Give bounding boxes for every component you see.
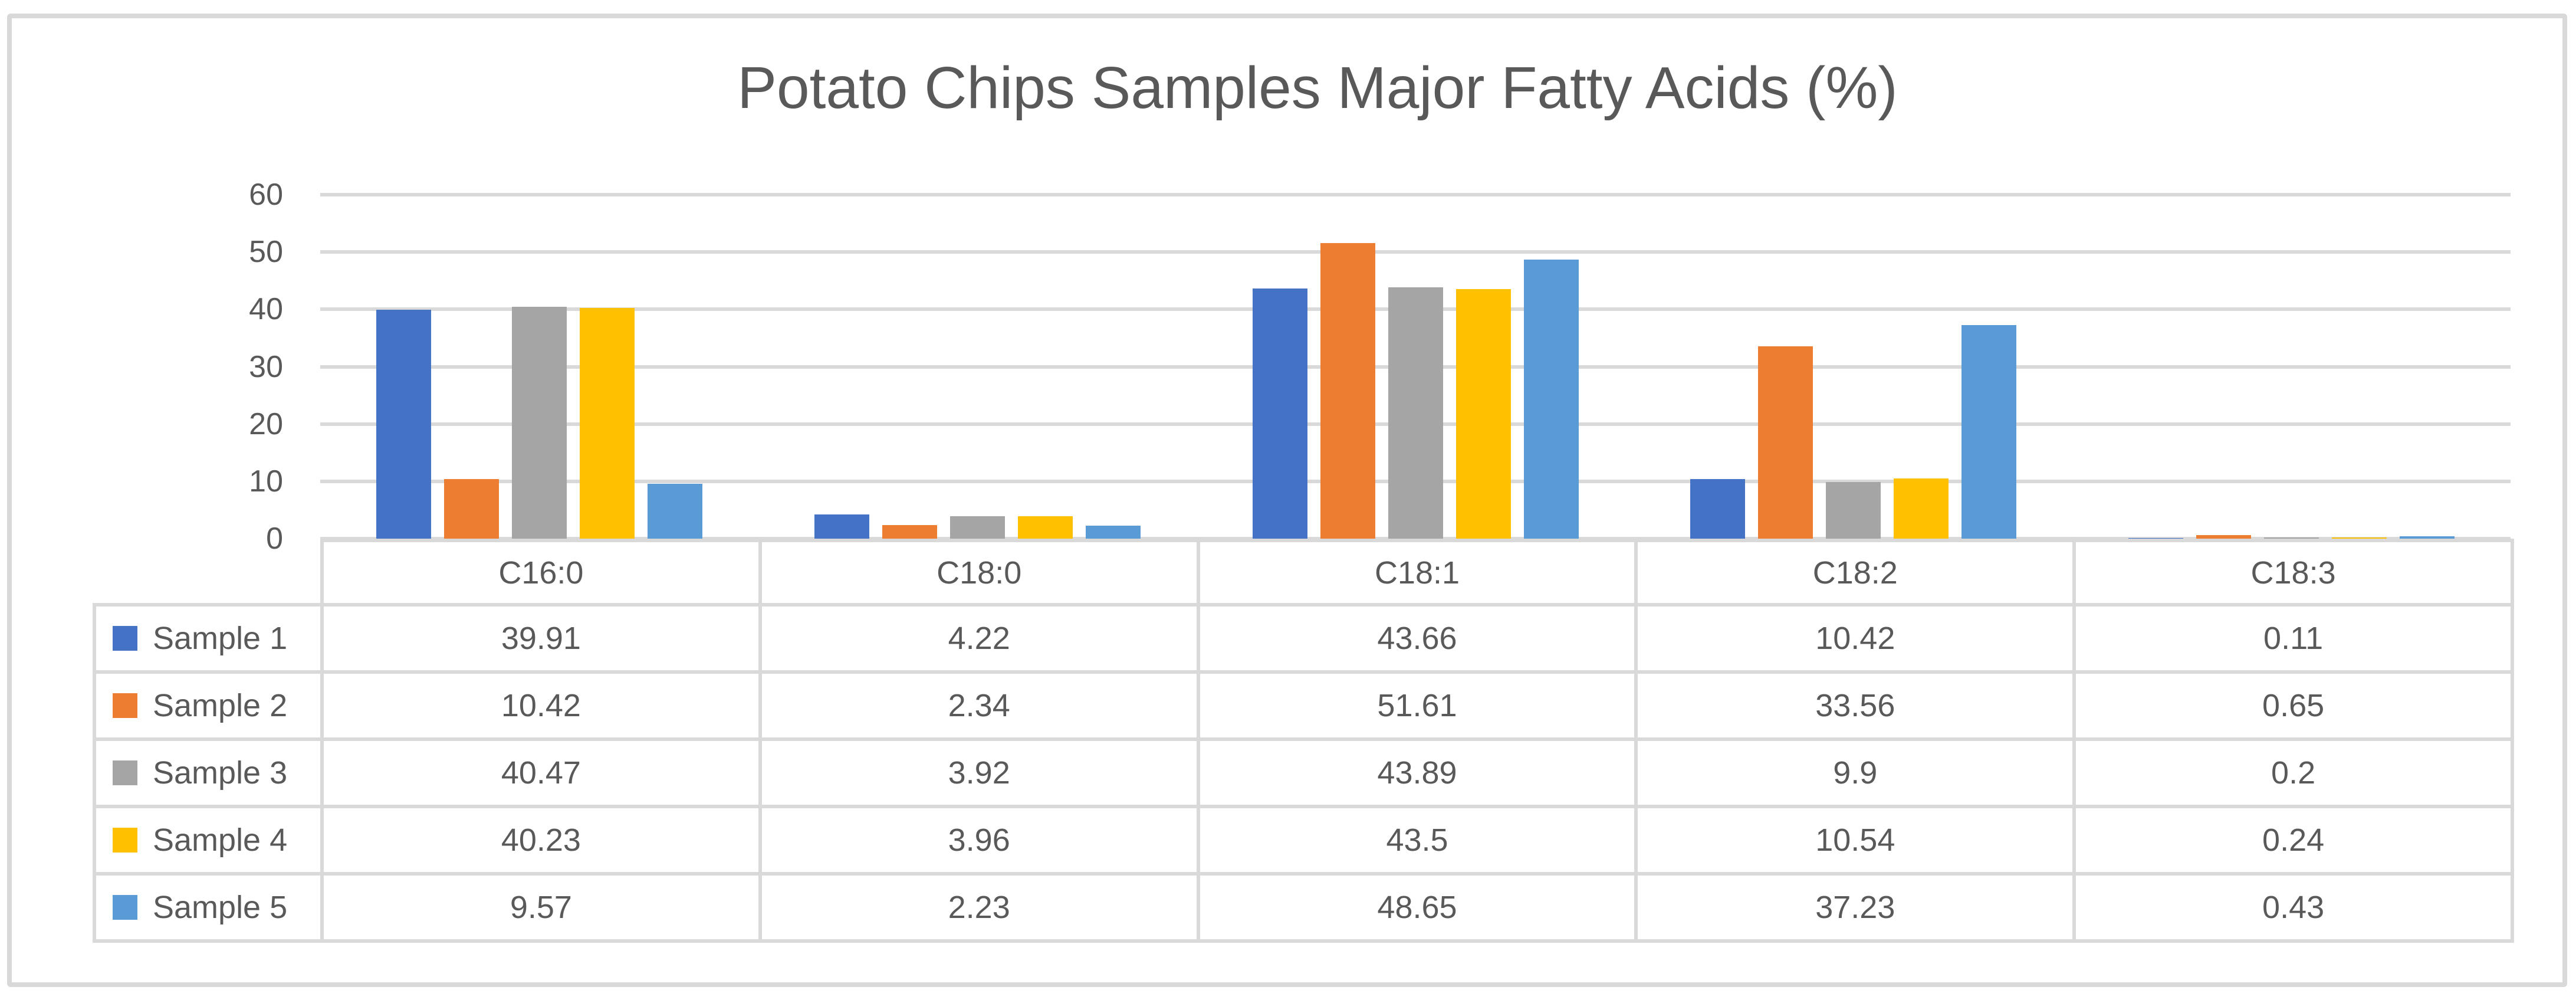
value-cell: 2.34 [758,670,1200,741]
category-header-cell: C18:0 [758,539,1200,606]
category-header-cell: C16:0 [320,539,762,606]
value-cell: 10.42 [320,670,762,741]
category-header-cell: C18:3 [2072,539,2514,606]
bar [2264,537,2319,539]
value-cell: 0.43 [2072,872,2514,943]
value-cell: 10.54 [1634,805,2076,876]
table-corner-cell [94,540,322,605]
series-label: Sample 2 [153,688,288,723]
bar [1826,481,1881,539]
value-cell: 0.2 [2072,737,2514,808]
value-cell: 33.56 [1634,670,2076,741]
legend-swatch [113,895,137,920]
value-cell: 9.9 [1634,737,2076,808]
y-axis-tick-label: 30 [249,349,283,384]
value-cell: 51.61 [1196,670,1638,741]
chart-title: Potato Chips Samples Major Fatty Acids (… [737,55,1898,121]
bar [376,310,431,539]
bar [1252,288,1307,539]
value-cell: 3.96 [758,805,1200,876]
bar [443,478,499,539]
bar [882,525,937,539]
bar [1523,260,1579,539]
value-cell: 37.23 [1634,872,2076,943]
bar [814,514,869,539]
bar [949,516,1005,539]
y-axis-tick-label: 40 [249,292,283,327]
legend-cell: Sample 2 [93,670,324,741]
series-label: Sample 1 [153,621,288,656]
series-label: Sample 5 [153,890,288,925]
value-cell: 40.47 [320,737,762,808]
category-header-cell: C18:2 [1634,539,2076,606]
value-cell: 10.42 [1634,603,2076,674]
category-header-cell: C18:1 [1196,539,1638,606]
bar [1690,478,1746,539]
bar [1320,242,1375,539]
value-cell: 3.92 [758,737,1200,808]
bar [1961,325,2017,539]
legend-swatch [113,828,137,853]
bar [511,306,567,539]
table-row: Sample 2 10.42 2.34 51.61 33.56 0.65 [93,670,2514,741]
value-cell: 9.57 [320,872,762,943]
value-cell: 43.66 [1196,603,1638,674]
value-cell: 0.11 [2072,603,2514,674]
series-label: Sample 4 [153,822,288,858]
value-cell: 39.91 [320,603,762,674]
bar [2128,537,2184,539]
legend-cell: Sample 5 [93,872,324,943]
bar [1894,478,1949,539]
value-cell: 4.22 [758,603,1200,674]
bar [2196,535,2252,539]
bar [1455,289,1511,539]
series-label: Sample 3 [153,755,288,791]
bar [579,308,635,539]
bar [1017,516,1073,539]
gridline [320,250,2511,254]
bar [647,484,702,539]
table-row: Sample 4 40.23 3.96 43.5 10.54 0.24 [93,805,2514,876]
y-axis-tick-label: 20 [249,406,283,441]
value-cell: 0.65 [2072,670,2514,741]
bar [1758,346,1813,539]
legend-cell: Sample 4 [93,805,324,876]
bar [2400,536,2455,539]
y-axis-tick-label: 50 [249,235,283,270]
legend-cell: Sample 3 [93,737,324,808]
value-cell: 43.5 [1196,805,1638,876]
data-table: C16:0 C18:0 C18:1 C18:2 C18:3 Sample 1 39.91 4.… [93,539,2514,943]
bar [1388,287,1443,539]
value-cell: 0.24 [2072,805,2514,876]
y-axis-tick-label: 10 [249,464,283,499]
y-axis-tick-label: 60 [249,178,283,212]
gridline [320,193,2511,196]
legend-swatch [113,693,137,718]
legend-swatch [113,626,137,651]
value-cell: 2.23 [758,872,1200,943]
table-row: Sample 3 40.47 3.92 43.89 9.9 0.2 [93,737,2514,808]
legend-cell: Sample 1 [93,603,324,674]
legend-swatch [113,760,137,785]
value-cell: 43.89 [1196,737,1638,808]
x-axis-line [320,537,2511,542]
table-row: Sample 1 39.91 4.22 43.66 10.42 0.11 [93,603,2514,674]
bar [2332,537,2387,539]
value-cell: 40.23 [320,805,762,876]
y-axis-tick-label: 0 [266,522,283,556]
value-cell: 48.65 [1196,872,1638,943]
bar [1085,526,1141,539]
table-header-row: C16:0 C18:0 C18:1 C18:2 C18:3 [94,539,2514,606]
table-row: Sample 5 9.57 2.23 48.65 37.23 0.43 [93,872,2514,943]
